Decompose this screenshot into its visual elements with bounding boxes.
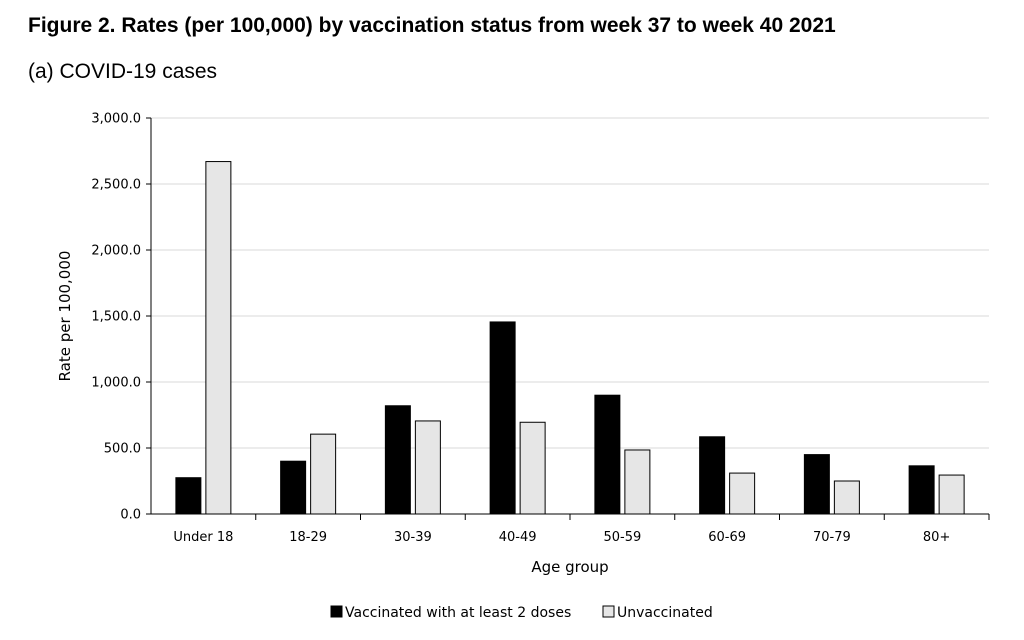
y-axis-title: Rate per 100,000 (56, 251, 74, 382)
y-tick-label: 1,000.0 (91, 376, 141, 391)
bar-vaccinated (699, 436, 726, 515)
bar-unvaccinated (938, 474, 965, 515)
bar-unvaccinated (205, 161, 232, 515)
x-tick-label: 30-39 (394, 530, 432, 545)
y-tick-label: 0.0 (120, 508, 141, 523)
x-tick-label: 70-79 (813, 530, 851, 545)
bar-vaccinated (908, 465, 935, 515)
y-tick-label: 2,000.0 (91, 244, 141, 259)
bar-vaccinated (489, 321, 516, 515)
bar-unvaccinated (519, 421, 546, 515)
figure-title: Figure 2. Rates (per 100,000) by vaccina… (28, 14, 836, 37)
gridlines (151, 117, 989, 449)
x-tick-label: 50-59 (603, 530, 641, 545)
legend-swatch-unvaccinated (602, 605, 615, 618)
figure-subtitle: (a) COVID-19 cases (28, 60, 218, 83)
axes (146, 117, 990, 520)
bar-unvaccinated (833, 480, 860, 515)
bar-unvaccinated (729, 472, 756, 515)
legend-swatch-vaccinated (330, 605, 343, 618)
bar-vaccinated (594, 394, 621, 515)
bar-unvaccinated (414, 420, 441, 515)
y-tick-label: 1,500.0 (91, 310, 141, 325)
x-axis-title: Age group (531, 558, 608, 576)
bars (175, 161, 965, 515)
bar-vaccinated (803, 454, 830, 515)
x-tick-label: 60-69 (708, 530, 746, 545)
bar-vaccinated (175, 477, 202, 515)
axis-labels: 0.0 500.0 1,000.0 1,500.0 2,000.0 2,500.0 3,00… (91, 112, 950, 546)
legend-label-unvaccinated: Unvaccinated (617, 605, 713, 621)
x-tick-label: 80+ (923, 530, 950, 545)
bar-vaccinated (280, 460, 307, 515)
legend-label-vaccinated: Vaccinated with at least 2 doses (345, 605, 571, 621)
bar-vaccinated (384, 405, 411, 515)
y-tick-label: 3,000.0 (91, 112, 141, 127)
x-tick-label: 40-49 (499, 530, 537, 545)
bar-unvaccinated (310, 433, 337, 515)
y-tick-label: 2,500.0 (91, 178, 141, 193)
x-tick-label: 18-29 (289, 530, 327, 545)
bar-unvaccinated (624, 449, 651, 515)
x-tick-label: Under 18 (173, 530, 233, 545)
y-tick-label: 500.0 (104, 442, 141, 457)
legend: Vaccinated with at least 2 doses Unvaccin… (330, 605, 713, 621)
